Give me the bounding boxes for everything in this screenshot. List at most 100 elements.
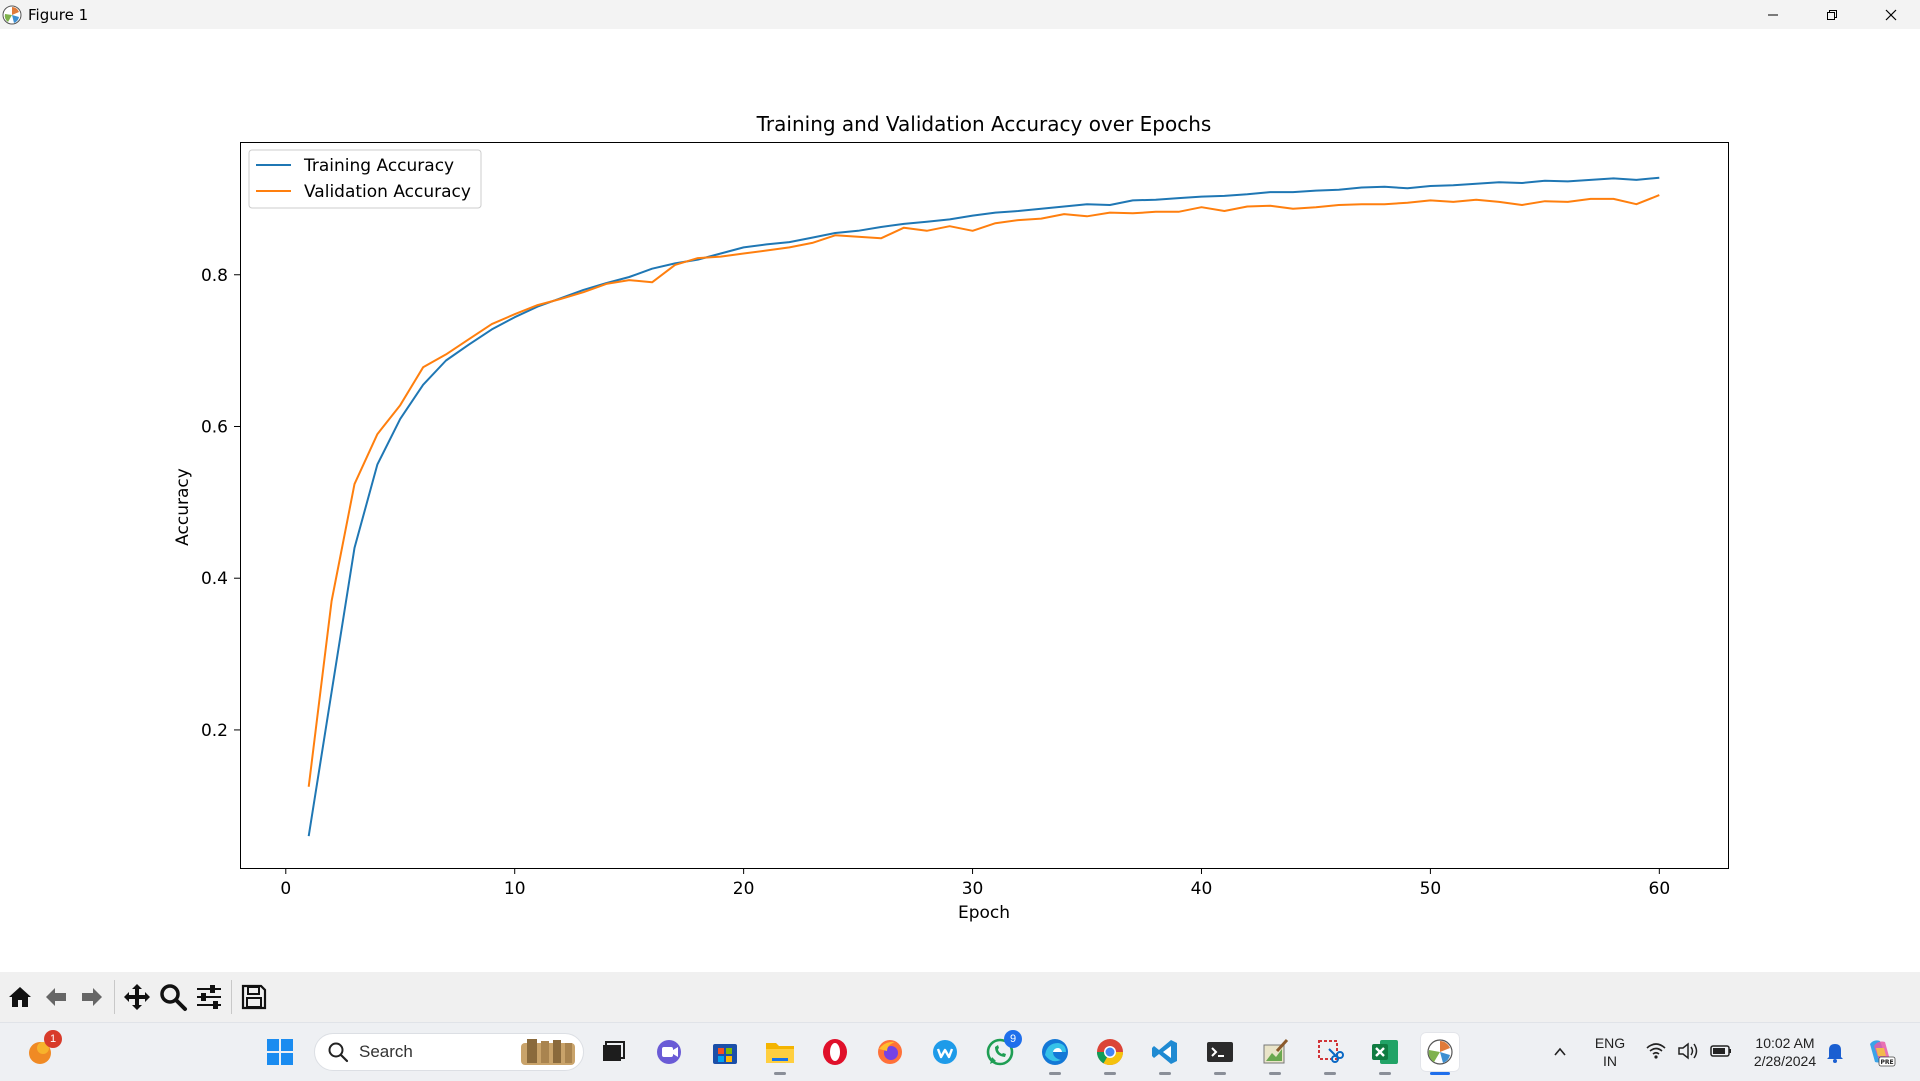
close-icon [1885,9,1896,20]
zoom-button[interactable] [155,979,191,1015]
whatsapp-icon [986,1038,1014,1066]
vscode-icon [1152,1040,1177,1064]
back-button[interactable] [38,979,74,1015]
edge-icon [1042,1039,1068,1065]
volume-icon [1678,1042,1698,1060]
whatsapp-badge: 9 [1004,1030,1022,1048]
accuracy-chart: Training and Validation Accuracy over Ep… [173,112,1729,923]
network-volume-battery-group[interactable] [1645,1041,1733,1061]
wifi-icon [1646,1043,1666,1059]
restore-button[interactable] [1802,0,1861,29]
series-line-validation-accuracy [307,194,1660,787]
show-hidden-icons-button[interactable] [1540,1032,1580,1072]
clock[interactable]: 10:02 AM 2/28/2024 [1740,1034,1830,1070]
running-indicator [1214,1072,1226,1075]
whatsapp-button[interactable]: 9 [980,1030,1022,1072]
y-tick-label: 0.4 [201,569,228,589]
running-indicator [1324,1072,1336,1075]
search-icon [328,1042,349,1063]
store-button[interactable] [705,1032,745,1072]
y-tick-label: 0.8 [201,266,228,286]
configure-subplots-button[interactable] [191,979,227,1015]
restore-icon [1826,9,1837,20]
running-indicator [1379,1072,1391,1075]
x-tick-label: 20 [733,879,755,899]
task-view-button[interactable] [593,1032,633,1072]
chrome-button[interactable] [1090,1032,1130,1075]
terminal-icon [1207,1042,1233,1062]
y-tick-label: 0.6 [201,417,228,437]
paint-button[interactable] [1255,1032,1295,1075]
firefox-icon [878,1040,902,1064]
pan-button[interactable] [119,979,155,1015]
navigation-toolbar [0,972,1920,1022]
matplotlib-logo-icon [2,5,22,24]
battery-icon [1710,1045,1731,1057]
clock-time: 10:02 AM [1755,1035,1815,1051]
teams-icon [657,1040,681,1064]
configure-subplots-icon [197,985,221,1009]
running-indicator [1430,1072,1450,1075]
legend-label-validation: Validation Accuracy [304,182,471,202]
notifications-button[interactable] [1815,1032,1855,1072]
save-icon [241,984,267,1010]
running-indicator [1269,1072,1281,1075]
widgets-button[interactable]: 1 [20,1030,62,1072]
home-icon [9,987,31,1007]
copilot-icon: PRE [1870,1040,1896,1067]
file-explorer-button[interactable] [760,1032,800,1075]
file-explorer-icon [766,1043,794,1063]
running-indicator [774,1072,786,1075]
firefox-button[interactable] [870,1032,910,1072]
snipping-tool-button[interactable] [1310,1032,1350,1075]
x-tick-label: 30 [962,879,984,899]
chevron-up-icon [1554,1047,1566,1056]
zoom-icon [160,984,187,1011]
notification-badge: 1 [44,1030,62,1048]
forward-arrow-icon [82,988,102,1006]
window-title: Figure 1 [28,5,89,24]
language-code: ENG [1594,1035,1626,1051]
search-highlight-icon [521,1039,575,1065]
chart-title: Training and Validation Accuracy over Ep… [756,112,1212,136]
minimize-button[interactable] [1743,0,1802,29]
back-arrow-icon [46,988,66,1006]
series-line-training-accuracy [307,176,1660,837]
save-button[interactable] [236,979,272,1015]
store-icon [713,1044,737,1064]
minimize-icon [1767,14,1778,15]
excel-icon [1372,1040,1398,1064]
y-tick-label: 0.2 [201,721,228,741]
terminal-button[interactable] [1200,1032,1240,1075]
legend-box [248,149,482,209]
edge-button[interactable] [1035,1032,1075,1075]
start-icon [267,1039,293,1065]
taskbar-search-box[interactable]: Search [314,1033,584,1071]
wps-button[interactable] [925,1032,965,1072]
bell-icon [1827,1044,1843,1063]
start-button[interactable] [260,1032,300,1072]
x-tick-label: 60 [1649,879,1671,899]
matplotlib-icon [1427,1039,1453,1065]
x-tick-label: 0 [280,879,291,899]
copilot-button[interactable]: PRE [1860,1032,1900,1072]
running-indicator [1049,1072,1061,1075]
plot-frame [240,142,1729,869]
chrome-icon [1096,1039,1124,1066]
vscode-button[interactable] [1145,1032,1185,1075]
x-axis-label: Epoch [958,903,1010,923]
svg-text:PRE: PRE [1880,1059,1893,1066]
wps-icon [933,1040,957,1064]
x-tick-label: 10 [504,879,526,899]
home-button[interactable] [2,979,38,1015]
matplotlib-figure-button[interactable] [1420,1032,1460,1075]
opera-button[interactable] [815,1032,855,1072]
close-button[interactable] [1861,0,1920,29]
paint-icon [1263,1038,1289,1064]
forward-button[interactable] [74,979,110,1015]
teams-button[interactable] [649,1032,689,1072]
x-tick-label: 50 [1420,879,1442,899]
figure-canvas[interactable]: Training and Validation Accuracy over Ep… [0,29,1920,972]
excel-button[interactable] [1365,1032,1405,1075]
language-indicator[interactable]: ENG IN [1590,1034,1630,1070]
